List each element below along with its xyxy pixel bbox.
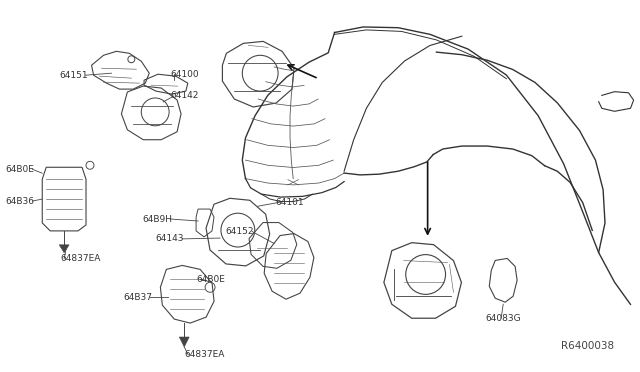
Text: 64152: 64152 bbox=[226, 227, 254, 236]
Text: 64B9H: 64B9H bbox=[142, 215, 172, 224]
Text: 64083G: 64083G bbox=[485, 314, 521, 323]
Text: 64143: 64143 bbox=[156, 234, 184, 243]
Text: 64101: 64101 bbox=[276, 198, 304, 207]
Text: 64100: 64100 bbox=[170, 70, 198, 79]
Text: 64B37: 64B37 bbox=[124, 293, 152, 302]
Text: 64B36: 64B36 bbox=[5, 196, 35, 206]
Polygon shape bbox=[179, 337, 189, 347]
Text: 64151: 64151 bbox=[59, 71, 88, 80]
Text: 64142: 64142 bbox=[170, 92, 198, 100]
Text: 64B0E: 64B0E bbox=[5, 165, 35, 174]
Text: R6400038: R6400038 bbox=[561, 341, 614, 350]
Text: 64837EA: 64837EA bbox=[184, 350, 225, 359]
Polygon shape bbox=[59, 245, 69, 253]
Text: 64837EA: 64837EA bbox=[60, 254, 100, 263]
Text: 64B0E: 64B0E bbox=[196, 275, 225, 284]
